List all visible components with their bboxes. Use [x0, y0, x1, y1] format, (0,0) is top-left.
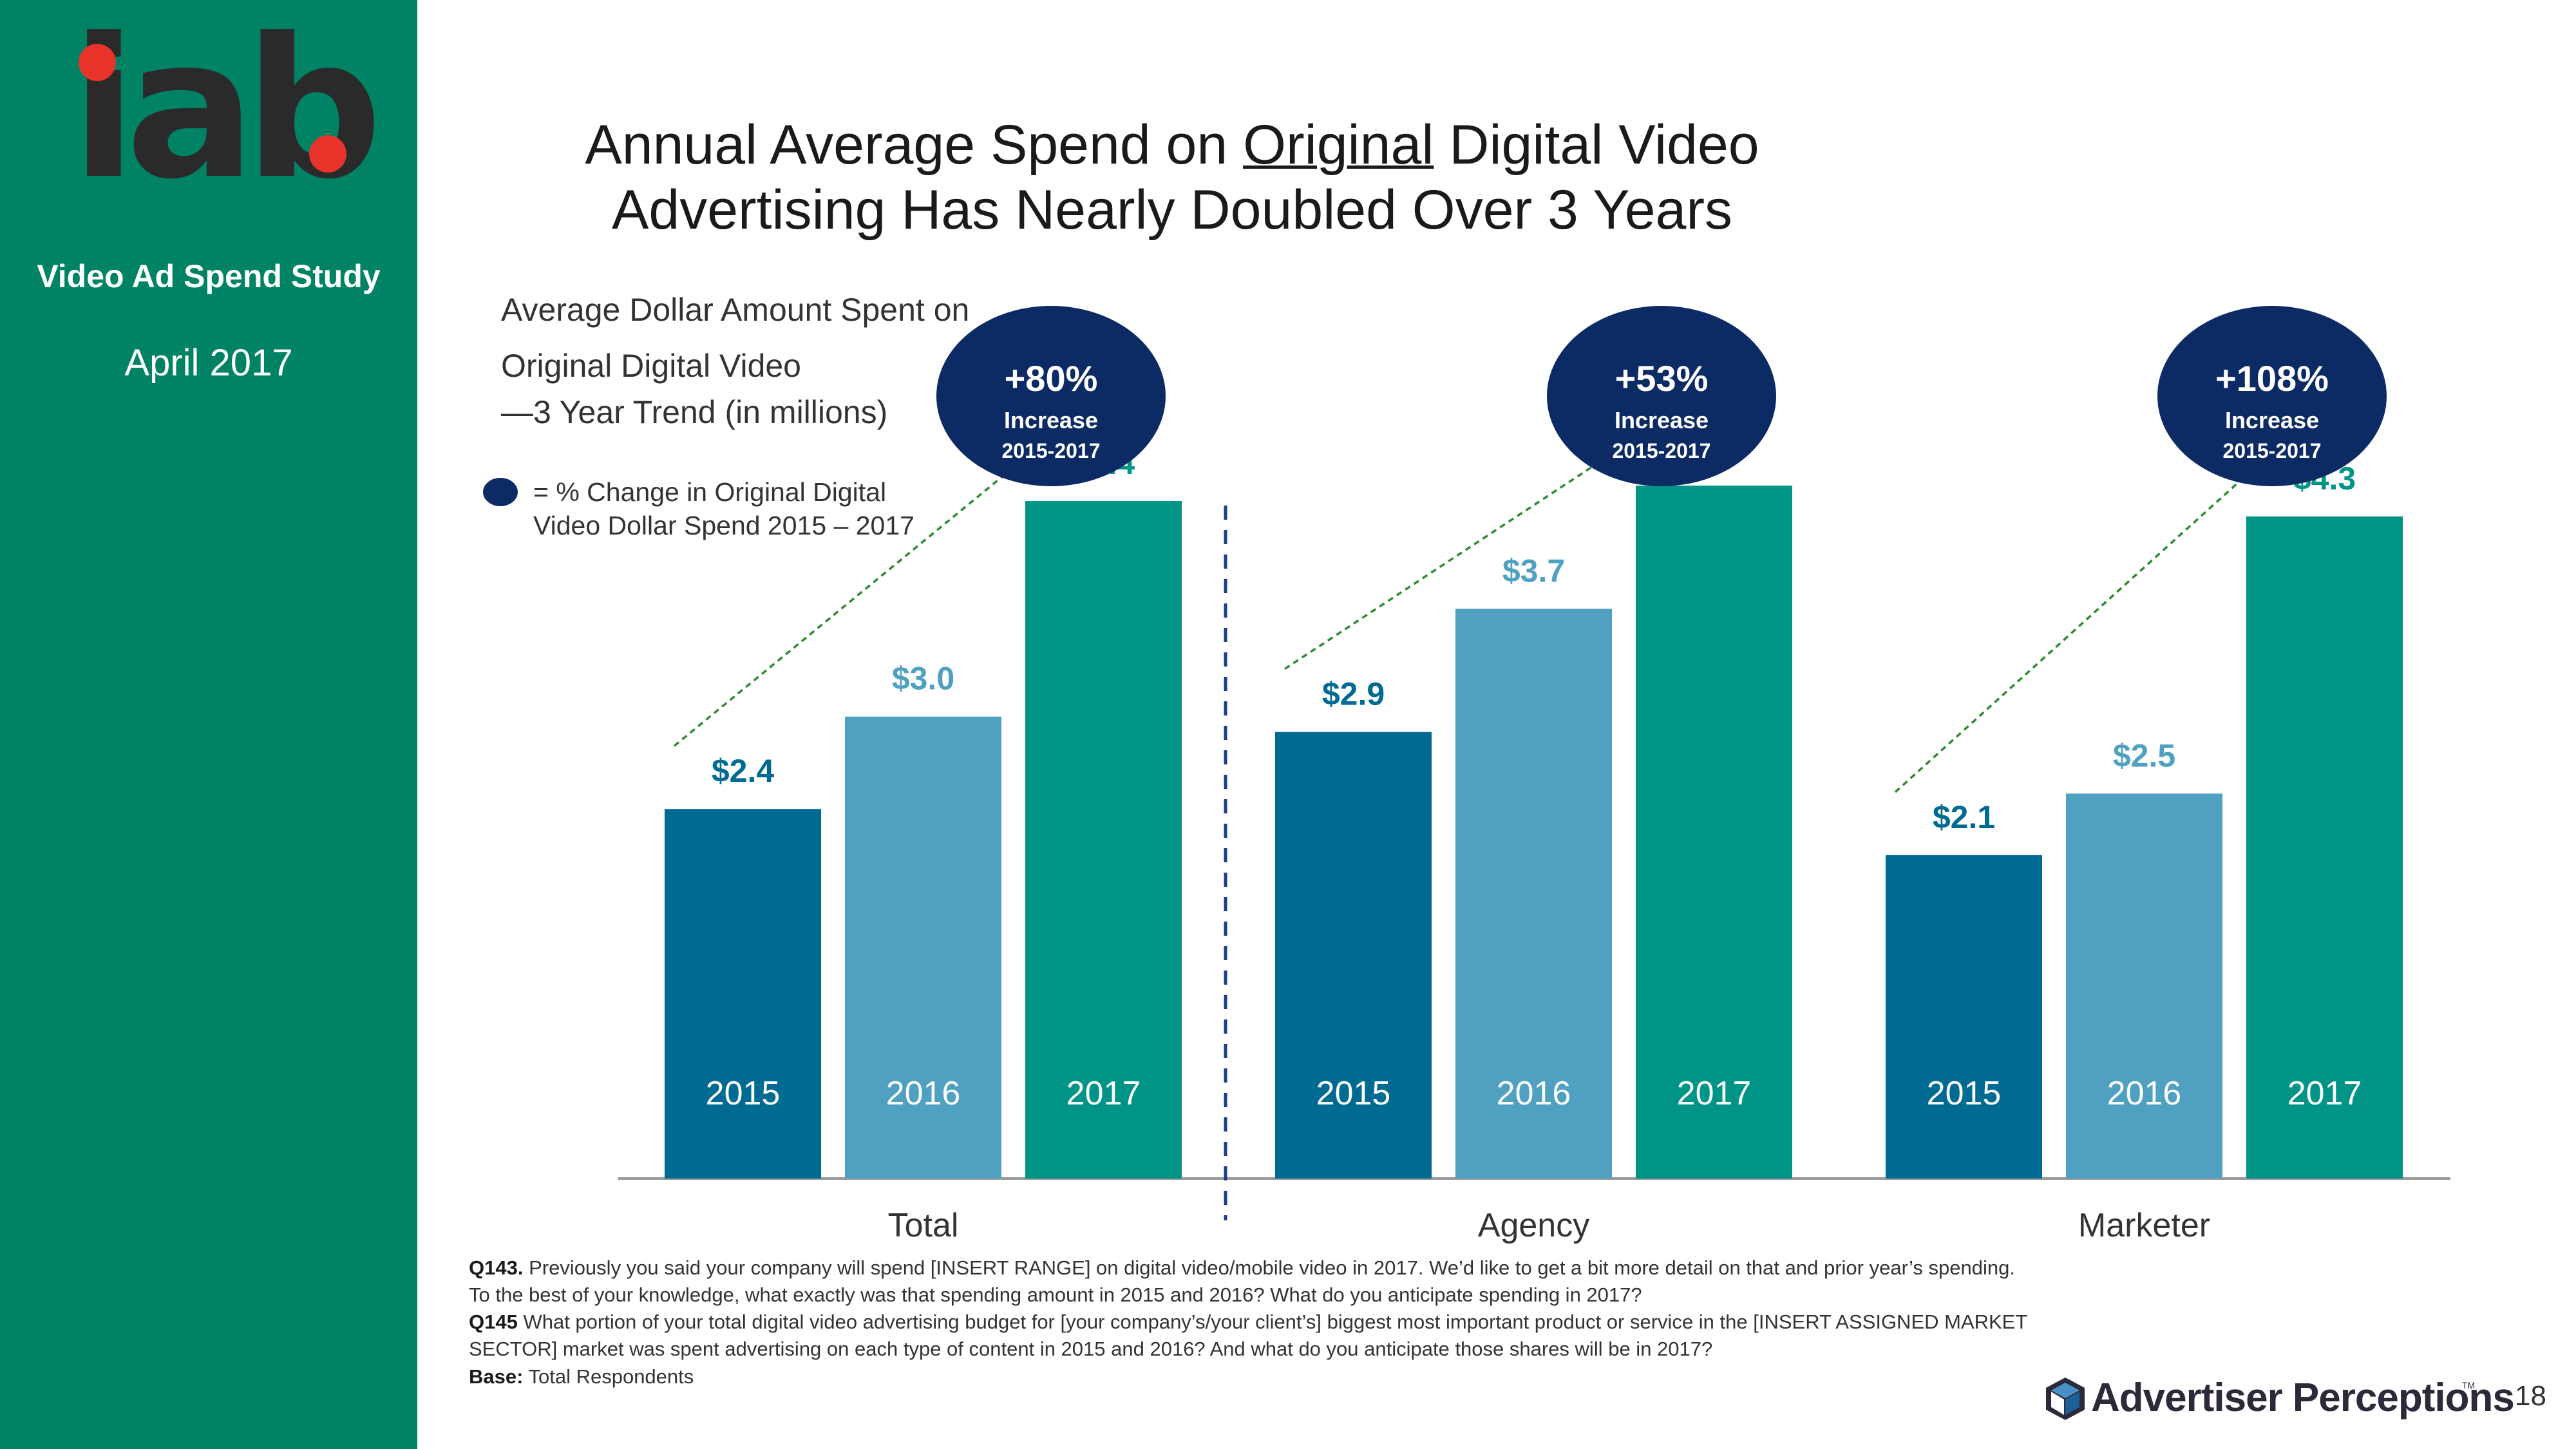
q145-label: Q145 [469, 1311, 518, 1334]
category-label-agency: Agency [1478, 1207, 1589, 1244]
bar-year-label: 2015 [706, 1075, 781, 1112]
bar-agency-2015 [1275, 732, 1432, 1179]
data-label-marketer-2015: $2.1 [1933, 799, 1995, 835]
bar-agency-2017 [1636, 486, 1792, 1179]
bubble-line-1: Increase [1615, 407, 1709, 433]
q145-text: What portion of your total digital video… [469, 1311, 2027, 1361]
sidebar: iab Video Ad Spend Study April 2017 [0, 0, 417, 1449]
footnote-q143: Q143. Previously you said your company w… [469, 1255, 2027, 1309]
brand-name: Advertiser Perceptions [2091, 1376, 2515, 1420]
chart-subtitle: Average Dollar Amount Spent on Original … [501, 287, 1029, 436]
subtitle-line-3: —3 Year Trend (in millions) [501, 394, 888, 430]
data-label-marketer-2016: $2.5 [2113, 737, 2175, 773]
bar-agency-2016 [1455, 609, 1612, 1179]
increase-bubble-agency [1547, 306, 1776, 486]
iab-logo: iab [71, 13, 383, 206]
logo-period-icon [309, 135, 346, 173]
trend-arrow-marketer [1894, 452, 2272, 793]
data-label-total-2016: $3.0 [892, 661, 954, 697]
bubble-line-2: 2015-2017 [1001, 439, 1100, 462]
title-post: Digital Video Advertising Has Nearly Dou… [612, 114, 1759, 242]
logo-dot-icon [79, 44, 116, 81]
bar-total-2015 [665, 809, 821, 1179]
bar-marketer-2016 [2066, 793, 2222, 1179]
bubble-line-1: Increase [2225, 407, 2319, 433]
bar-marketer-2017 [2246, 516, 2403, 1179]
data-label-total-2015: $2.4 [712, 753, 775, 789]
title-pre: Annual Average Spend on [585, 114, 1244, 176]
bubble-percent: +80% [1005, 358, 1098, 399]
q143-text: Previously you said your company will sp… [469, 1256, 2015, 1307]
legend-text: = % Change in Original Digital Video Dol… [533, 477, 914, 541]
brand-trademark: TM [2462, 1380, 2476, 1390]
data-label-agency-2016: $3.7 [1502, 553, 1565, 589]
q143-label: Q143. [469, 1256, 524, 1279]
study-name: Video Ad Spend Study [37, 258, 381, 294]
category-label-marketer: Marketer [2078, 1207, 2210, 1244]
subtitle-line-1: Average Dollar Amount Spent on [501, 292, 970, 328]
legend-bubble-icon [483, 478, 518, 506]
bar-total-2016 [845, 716, 1001, 1179]
title-emphasis: Original [1243, 114, 1434, 176]
advertiser-perceptions-logo: Advertiser Perceptions TM [2045, 1374, 2515, 1422]
bubble-percent: +53% [1615, 358, 1709, 399]
study-date: April 2017 [124, 342, 293, 384]
increase-bubble-total [936, 306, 1166, 486]
footnote-q145: Q145 What portion of your total digital … [469, 1309, 2027, 1363]
page-number: 18 [2515, 1380, 2546, 1412]
bar-marketer-2015 [1886, 855, 2042, 1179]
increase-bubble-marketer [2157, 306, 2387, 486]
bar-year-label: 2016 [1497, 1075, 1571, 1112]
base-text: Total Respondents [523, 1365, 694, 1388]
bar-total-2017 [1025, 501, 1182, 1179]
bar-year-label: 2015 [1927, 1075, 2002, 1112]
subtitle-line-2: Original Digital Video [501, 347, 801, 384]
bar-year-label: 2017 [2287, 1075, 2362, 1112]
bubble-line-2: 2015-2017 [2222, 439, 2321, 462]
page-title: Annual Average Spend on Original Digital… [541, 113, 1803, 243]
bubble-percent: +108% [2215, 358, 2329, 399]
bar-year-label: 2017 [1677, 1075, 1752, 1112]
cube-icon [2046, 1378, 2085, 1420]
bar-year-label: 2016 [2107, 1075, 2182, 1112]
bar-year-label: 2017 [1066, 1075, 1141, 1112]
footnote: Q143. Previously you said your company w… [469, 1255, 2027, 1390]
logo-text: iab [71, 0, 383, 222]
bar-year-label: 2016 [886, 1075, 961, 1112]
bubble-line-1: Increase [1004, 407, 1098, 433]
data-label-agency-2015: $2.9 [1322, 676, 1385, 712]
base-label: Base: [469, 1365, 524, 1388]
category-label-total: Total [888, 1207, 959, 1244]
bar-year-label: 2015 [1316, 1075, 1391, 1112]
footnote-base: Base: Total Respondents [469, 1363, 2027, 1390]
bubble-line-2: 2015-2017 [1612, 439, 1710, 462]
trend-arrow-total [673, 437, 1051, 747]
